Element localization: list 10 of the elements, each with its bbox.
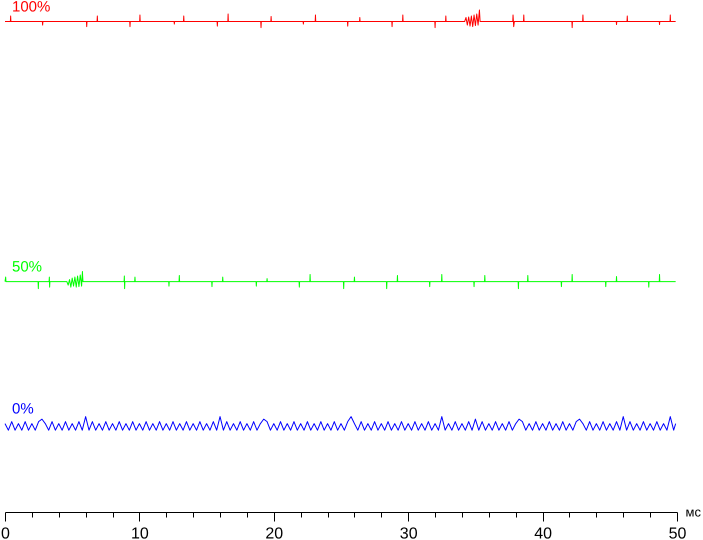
series-label: 0% <box>12 400 34 418</box>
x-tick-label: 10 <box>131 526 149 540</box>
series-label: 100% <box>12 0 50 16</box>
x-tick-label: 40 <box>534 526 552 540</box>
x-tick-label: 0 <box>1 526 10 540</box>
series-label: 50% <box>12 258 42 276</box>
x-tick-label: 20 <box>265 526 284 540</box>
x-tick-label: 30 <box>400 526 418 540</box>
x-axis-title: мс <box>686 504 702 520</box>
x-tick-label: 50 <box>668 526 686 540</box>
